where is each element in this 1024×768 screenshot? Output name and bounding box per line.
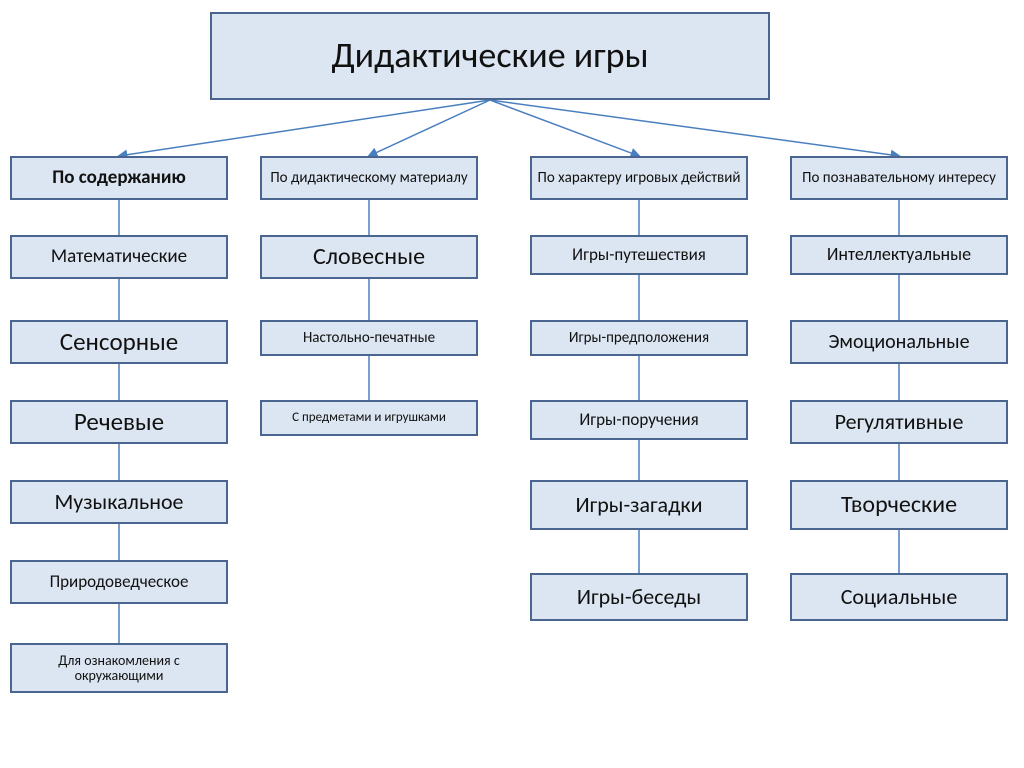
- item-node-3-0-label: Интеллектуальные: [827, 245, 971, 265]
- item-node-1-1: Настольно-печатные: [260, 320, 478, 356]
- item-node-3-2: Регулятивные: [790, 400, 1008, 444]
- item-node-3-2-label: Регулятивные: [835, 410, 964, 434]
- category-header-0: По содержанию: [10, 156, 228, 200]
- item-node-3-1: Эмоциональные: [790, 320, 1008, 364]
- item-node-1-0: Словесные: [260, 235, 478, 279]
- category-header-0-label: По содержанию: [52, 168, 186, 189]
- item-node-2-4-label: Игры-беседы: [577, 585, 701, 609]
- category-header-2-label: По характеру игровых действий: [538, 170, 741, 187]
- item-node-2-1: Игры-предположения: [530, 320, 748, 356]
- category-header-1-label: По дидактическому материалу: [270, 170, 467, 187]
- category-header-2: По характеру игровых действий: [530, 156, 748, 200]
- item-node-1-1-label: Настольно-печатные: [303, 330, 435, 347]
- item-node-1-0-label: Словесные: [313, 244, 425, 270]
- item-node-3-1-label: Эмоциональные: [828, 331, 969, 353]
- item-node-3-3: Творческие: [790, 480, 1008, 530]
- item-node-3-0: Интеллектуальные: [790, 235, 1008, 275]
- root-label: Дидактические игры: [331, 36, 648, 76]
- item-node-1-2-label: С предметами и игрушками: [292, 411, 446, 425]
- item-node-2-3: Игры-загадки: [530, 480, 748, 530]
- item-node-2-3-label: Игры-загадки: [576, 493, 703, 517]
- item-node-0-5-label: Для ознакомления с окружающими: [16, 653, 222, 684]
- item-node-0-3-label: Музыкальное: [54, 490, 183, 514]
- item-node-2-2: Игры-поручения: [530, 400, 748, 440]
- item-node-0-4: Природоведческое: [10, 560, 228, 604]
- item-node-0-3: Музыкальное: [10, 480, 228, 524]
- item-node-0-0: Математические: [10, 235, 228, 279]
- item-node-2-4: Игры-беседы: [530, 573, 748, 621]
- item-node-0-1: Сенсорные: [10, 320, 228, 364]
- connector-lines: [119, 100, 899, 643]
- item-node-3-4: Социальные: [790, 573, 1008, 621]
- item-node-3-3-label: Творческие: [841, 492, 957, 518]
- item-node-0-4-label: Природоведческое: [50, 573, 189, 592]
- category-header-3-label: По познавательному интересу: [802, 170, 996, 187]
- item-node-0-5: Для ознакомления с окружающими: [10, 643, 228, 693]
- category-header-3: По познавательному интересу: [790, 156, 1008, 200]
- item-node-1-2: С предметами и игрушками: [260, 400, 478, 436]
- item-node-0-1-label: Сенсорные: [60, 328, 178, 356]
- item-node-2-1-label: Игры-предположения: [569, 330, 709, 347]
- root-node: Дидактические игры: [210, 12, 770, 100]
- item-node-0-2: Речевые: [10, 400, 228, 444]
- item-node-3-4-label: Социальные: [841, 585, 958, 609]
- item-node-0-0-label: Математические: [51, 247, 187, 268]
- category-header-1: По дидактическому материалу: [260, 156, 478, 200]
- item-node-2-0: Игры-путешествия: [530, 235, 748, 275]
- item-node-2-0-label: Игры-путешествия: [572, 246, 706, 265]
- item-node-2-2-label: Игры-поручения: [579, 411, 698, 430]
- item-node-0-2-label: Речевые: [74, 408, 164, 436]
